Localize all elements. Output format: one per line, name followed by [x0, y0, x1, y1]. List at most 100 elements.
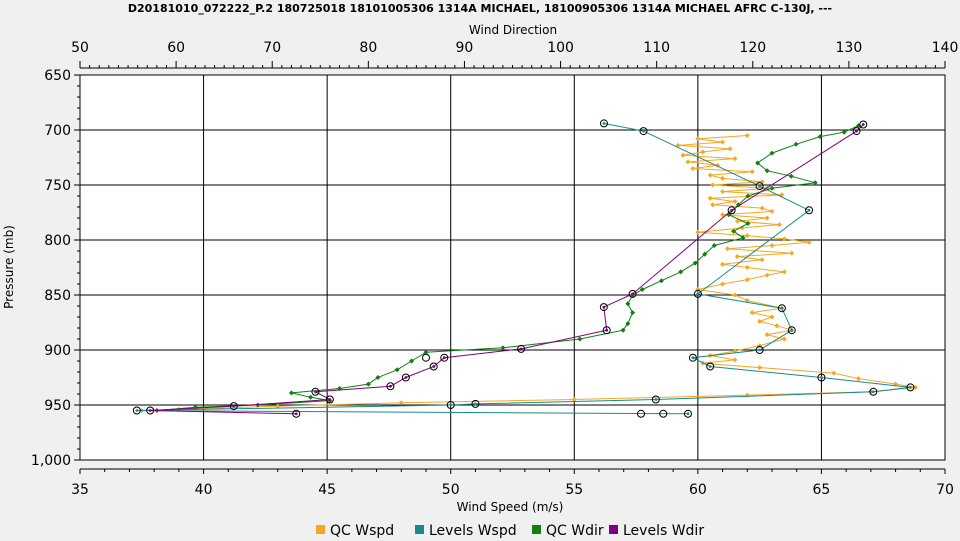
- data-point: [577, 336, 583, 342]
- data-point: [678, 269, 684, 275]
- data-point: [757, 318, 763, 324]
- data-point: [720, 212, 726, 218]
- data-point: [423, 349, 429, 355]
- data-point: [776, 222, 782, 228]
- data-point: [630, 310, 636, 316]
- data-point: [720, 261, 726, 267]
- legend-swatch: [532, 525, 541, 534]
- top-tick-label: 140: [932, 40, 959, 56]
- data-point: [732, 292, 738, 298]
- data-point-core: [861, 123, 865, 126]
- data-point-core: [691, 356, 695, 360]
- data-point-core: [631, 292, 635, 296]
- data-point: [734, 218, 740, 224]
- data-point: [806, 239, 812, 245]
- data-point-core: [654, 398, 658, 401]
- legend-item-qc-wspd: QC Wspd: [316, 523, 394, 539]
- data-point: [658, 278, 664, 284]
- data-point: [805, 206, 814, 215]
- data-point: [325, 395, 334, 404]
- data-point: [856, 376, 861, 382]
- top-tick-label: 80: [359, 40, 377, 56]
- data-point: [700, 149, 706, 155]
- legend-swatch: [415, 525, 424, 534]
- data-point: [229, 402, 238, 411]
- data-point: [706, 362, 715, 371]
- data-point: [769, 243, 775, 248]
- y-tick-label: 1,000: [31, 453, 71, 469]
- legend-label: QC Wdir: [546, 523, 604, 539]
- data-point: [398, 400, 404, 406]
- data-point: [711, 243, 717, 248]
- data-point-core: [474, 402, 477, 406]
- y-tick-label: 950: [44, 398, 71, 414]
- data-point-core: [602, 122, 606, 125]
- legend-label: Levels Wdir: [623, 523, 704, 539]
- data-point-core: [871, 390, 875, 394]
- data-point: [749, 169, 755, 175]
- legend-label: QC Wspd: [330, 523, 394, 539]
- series-qc-wdir: [154, 123, 861, 413]
- data-point: [500, 345, 506, 351]
- data-point: [769, 185, 775, 191]
- legend-swatch: [316, 525, 325, 534]
- data-point: [755, 346, 764, 354]
- data-point: [764, 332, 770, 338]
- top-tick-label: 130: [836, 40, 863, 56]
- data-point: [764, 215, 770, 221]
- data-point: [685, 159, 691, 165]
- data-point: [275, 403, 281, 409]
- data-point-core: [807, 208, 811, 212]
- data-point: [401, 373, 410, 382]
- data-point-core: [909, 386, 912, 389]
- bottom-axis-label: Wind Speed (m/s): [457, 500, 564, 514]
- data-point: [571, 397, 577, 402]
- bottom-tick-label: 60: [689, 482, 707, 498]
- data-point: [292, 409, 301, 418]
- data-point: [690, 166, 696, 171]
- data-point-core: [602, 305, 606, 309]
- data-point-core: [404, 376, 408, 379]
- data-point: [132, 406, 141, 415]
- top-tick-label: 50: [71, 40, 89, 56]
- y-axis-label: Pressure (mb): [2, 225, 16, 309]
- data-point-core: [820, 376, 823, 379]
- data-point: [841, 129, 847, 135]
- data-point: [745, 221, 751, 226]
- bottom-tick-label: 55: [565, 482, 583, 498]
- data-point: [375, 375, 381, 380]
- data-point: [759, 257, 765, 263]
- data-point: [683, 409, 692, 418]
- data-point: [757, 365, 763, 371]
- bottom-tick-label: 65: [813, 482, 831, 498]
- data-point: [255, 402, 261, 408]
- data-point: [692, 260, 698, 266]
- y-tick-label: 800: [44, 233, 71, 249]
- data-point: [440, 353, 449, 362]
- data-point-core: [686, 412, 690, 416]
- data-point-core: [432, 365, 436, 368]
- data-point-core: [442, 356, 446, 360]
- data-point: [365, 381, 371, 387]
- top-tick-label: 110: [643, 40, 670, 56]
- bottom-tick-label: 35: [71, 482, 89, 498]
- data-point: [732, 199, 738, 204]
- data-point: [787, 326, 796, 335]
- data-point: [637, 409, 646, 418]
- data-point: [769, 150, 775, 156]
- data-point: [906, 383, 915, 392]
- data-point-core: [449, 403, 453, 407]
- y-tick-label: 900: [44, 343, 71, 359]
- y-tick-label: 650: [44, 68, 71, 84]
- data-point-core: [855, 129, 858, 133]
- data-point: [774, 323, 780, 329]
- data-point-core: [148, 409, 152, 412]
- data-point: [680, 152, 686, 158]
- data-point: [781, 269, 787, 275]
- data-point: [308, 394, 314, 400]
- bottom-tick-label: 70: [936, 482, 954, 498]
- data-point: [693, 289, 702, 298]
- data-point: [659, 409, 668, 418]
- data-point: [732, 357, 738, 363]
- legend: QC Wspd Levels Wspd QC Wdir Levels Wdir: [316, 523, 704, 539]
